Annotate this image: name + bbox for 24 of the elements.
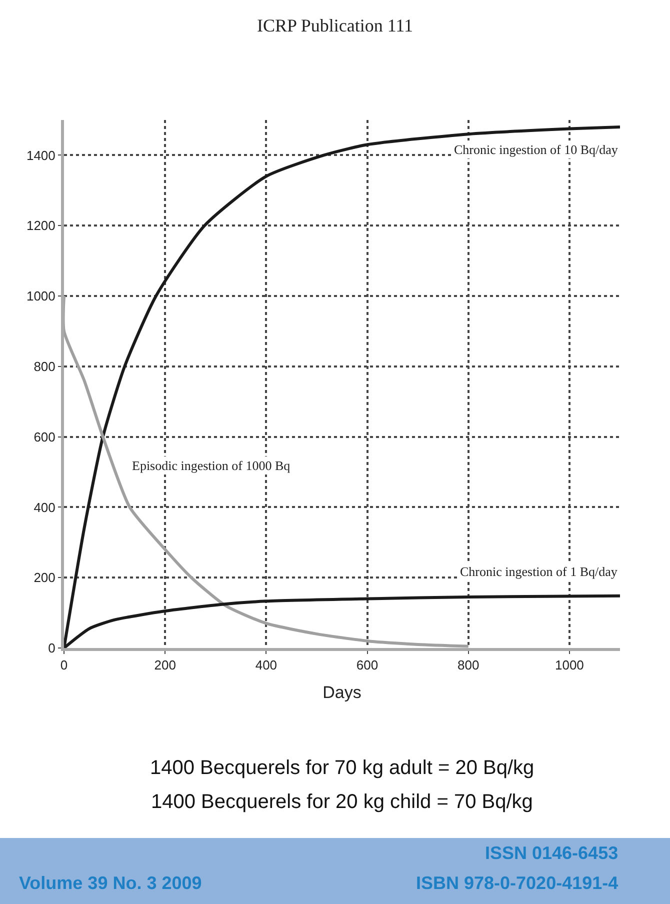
x-tick-label: 800 [458, 658, 480, 673]
chart-title: ICRP Publication 111 [256, 15, 414, 36]
x-tick-label: 0 [60, 658, 68, 673]
text: Volume 39 No. 3 2009 [19, 873, 202, 893]
text: ISBN 978-0-7020-4191-4 [416, 873, 618, 893]
text: ISSN 0146-6453 [485, 843, 618, 863]
text: 1400 Becquerels for 70 kg adult = 20 Bq/kg [150, 757, 534, 779]
series-label: Episodic ingestion of 1000 Bq [132, 458, 291, 473]
y-tick-label: 200 [34, 570, 56, 586]
y-tick-label: 1000 [26, 288, 56, 304]
y-tick-label: 600 [34, 429, 56, 444]
series-label: Chronic ingestion of 10 Bq/day [454, 142, 618, 157]
y-tick-label: 0 [48, 640, 56, 656]
series-label: Chronic ingestion of 1 Bq/day [460, 564, 618, 579]
x-tick-label: 1000 [554, 658, 584, 673]
y-tick-label: 800 [34, 358, 56, 374]
y-tick-label: 1400 [26, 148, 56, 163]
x-axis-title: Days [322, 683, 362, 702]
x-tick-label: 200 [154, 658, 176, 673]
x-tick-label: 600 [356, 658, 378, 673]
text: 1400 Becquerels for 20 kg child = 70 Bq/kg [151, 791, 533, 813]
y-tick-label: 1200 [26, 218, 56, 234]
x-tick-label: 400 [255, 658, 278, 673]
y-tick-label: 400 [34, 500, 56, 515]
